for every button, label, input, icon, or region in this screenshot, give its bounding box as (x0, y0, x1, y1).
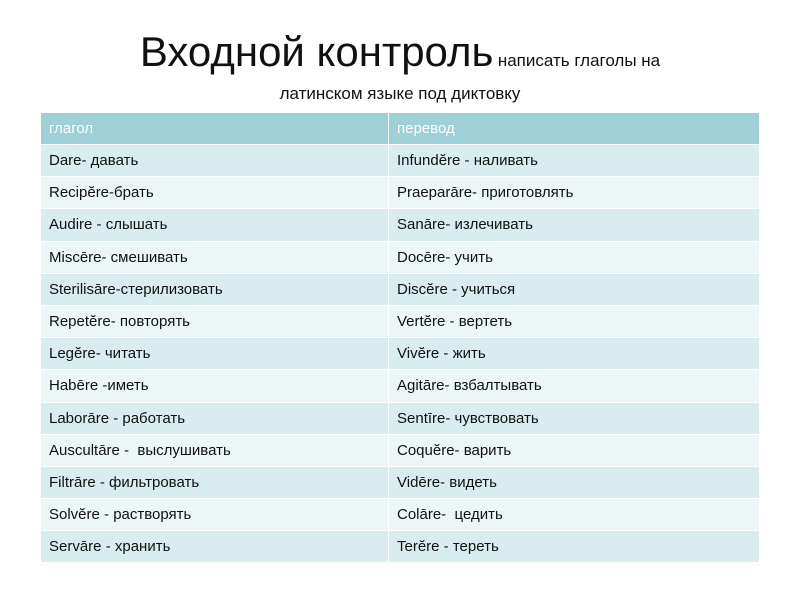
table-cell: Auscultāre - выслушивать (40, 433, 389, 467)
column-header: перевод (388, 112, 760, 145)
table-row: Legĕre- читать Vivĕre - жить (40, 337, 760, 371)
table-row: Auscultāre - выслушивать Coquĕre- варить (40, 433, 760, 467)
table-cell: Legĕre- читать (40, 337, 389, 371)
title-block: Входной контроль написать глаголы на (0, 28, 800, 76)
table-cell: Recipĕre-брать (40, 176, 389, 210)
title: Входной контроль (139, 28, 494, 75)
table-cell: Dare- давать (40, 143, 389, 178)
table-cell: Colāre- цедить (388, 498, 760, 532)
table-row: Audire - слышать Sanāre- излечивать (40, 208, 760, 242)
table-cell: Agitāre- взбалтывать (388, 369, 760, 403)
table-cell: Filtrāre - фильтровать (40, 465, 389, 500)
table-row: Laborāre - работать Sentīre- чувствовать (40, 401, 760, 435)
table-cell: Praeparāre- приготовлять (388, 176, 760, 210)
table-cell: Servāre - хранить (40, 530, 389, 564)
table-cell: Docēre- учить (388, 240, 760, 274)
table-row: Filtrāre - фильтровать Vidēre- видеть (40, 465, 760, 500)
table-cell: Miscēre- смешивать (40, 240, 389, 274)
table-row: Servāre - хранить Terĕre - тереть (40, 530, 760, 564)
subtitle: латинском языке под диктовку (279, 84, 521, 103)
table-cell: Sentīre- чувствовать (388, 401, 760, 435)
table-cell: Sterilisāre-стерилизовать (40, 272, 389, 306)
header-row: глагол перевод (40, 112, 760, 145)
table-row: Repetĕre- повторять Vertĕre - вертеть (40, 304, 760, 339)
table-row: Dare- давать Infundĕre - наливать (40, 143, 760, 178)
table-row: Miscēre- смешивать Docēre- учить (40, 240, 760, 274)
subtitle: написать глаголы на (497, 51, 661, 70)
column-header: глагол (40, 112, 389, 145)
table-cell: Solvĕre - растворять (40, 498, 389, 532)
table-cell: Audire - слышать (40, 208, 389, 242)
table-cell: Vivĕre - жить (388, 337, 760, 371)
table-cell: Habēre -иметь (40, 369, 389, 403)
table-cell: Vertĕre - вертеть (388, 304, 760, 339)
table-row: Habēre -иметь Agitāre- взбалтывать (40, 369, 760, 403)
table-cell: Vidēre- видеть (388, 465, 760, 500)
table: глагол перевод Dare- давать Infundĕre - на… (40, 112, 760, 564)
table-row: Recipĕre-брать Praeparāre- приготовлять (40, 176, 760, 210)
table-cell: Discĕre - учиться (388, 272, 760, 306)
table-cell: Repetĕre- повторять (40, 304, 389, 339)
table-row: Sterilisāre-стерилизовать Discĕre - учить… (40, 272, 760, 306)
table-row: Solvĕre - растворять Colāre- цедить (40, 498, 760, 532)
table-cell: Infundĕre - наливать (388, 143, 760, 178)
table-cell: Terĕre - тереть (388, 530, 760, 564)
table-cell: Coquĕre- варить (388, 433, 760, 467)
table-cell: Sanāre- излечивать (388, 208, 760, 242)
table-cell: Laborāre - работать (40, 401, 389, 435)
